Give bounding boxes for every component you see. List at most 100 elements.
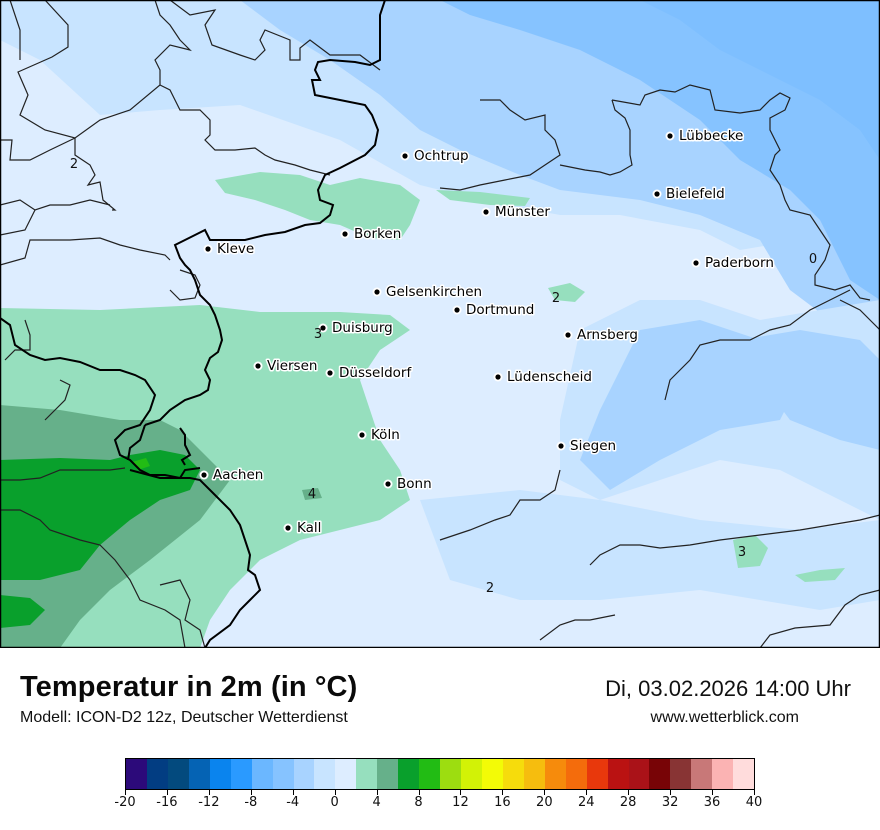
colorbar-tick [166,790,168,795]
city-name: Viersen [267,358,317,374]
city-name: Dortmund [466,302,534,318]
colorbar-tick [754,790,755,795]
city-marker: Arnsberg [563,326,639,345]
city-name: Siegen [570,438,616,454]
contour-value-label: 2 [486,581,494,596]
city-marker: Siegen [556,437,618,456]
model-subtitle: Modell: ICON-D2 12z, Deutscher Wetterdie… [20,709,348,726]
city-name: Aachen [213,467,263,483]
colorbar-segment [167,759,189,789]
city-marker: Bonn [383,475,433,494]
city-marker: Kall [283,519,323,538]
colorbar-segment [586,759,608,789]
colorbar-tick [292,790,294,795]
colorbar-tick [712,790,714,795]
city-name: Lübbecke [679,128,743,144]
colorbar-tick [208,790,210,795]
colorbar-segment [398,759,420,789]
contour-value-label: 3 [738,545,746,560]
city-name: Köln [371,427,400,443]
colorbar-segment [461,759,482,789]
city-marker: Münster [481,203,552,222]
city-marker: Borken [340,225,403,244]
colorbar-segment [314,759,336,789]
city-marker: Duisburg [318,319,394,338]
colorbar-tick-label: 0 [330,795,339,810]
colorbar-tick-label: 12 [452,795,469,810]
colorbar-ticks: -20 -16 -12 -8 -4 0 4 8 12 16 20 24 28 32 36 40 [114,790,762,820]
colorbar-segment [691,759,713,789]
colorbar-tick-label: -4 [286,795,300,810]
contour-value-label: 2 [70,157,78,172]
city-labels: Ochtrup Lübbecke Bielefeld Münster Borken Kle… [199,127,775,538]
colorbar-tick [586,790,588,795]
city-marker: Köln [357,426,401,445]
city-name: Paderborn [705,255,774,271]
city-name: Bonn [397,476,432,492]
colorbar-segment [481,759,503,789]
colorbar-segment [544,759,566,789]
contour-value-label: 4 [308,487,316,502]
colorbar-tick-label: 16 [494,795,511,810]
contour-labels: 2 2 3 0 4 3 2 [70,157,817,596]
city-marker: Dortmund [452,301,536,320]
city-marker: Aachen [199,466,265,485]
forecast-datetime: Di, 03.02.2026 14:00 Uhr [605,676,851,701]
city-name: Gelsenkirchen [386,284,482,300]
city-name: Kall [297,520,321,536]
city-marker: Kleve [203,240,256,259]
city-name: Bielefeld [666,186,725,202]
colorbar-tick-label: -12 [198,795,220,810]
colorbar-tick-label: 4 [372,795,381,810]
contour-value-label: 0 [809,252,817,267]
colorbar-segment [272,759,294,789]
city-marker: Lübbecke [665,127,745,146]
city-name: Lüdenscheid [507,369,592,385]
colorbar-segment [188,759,210,789]
contour-value-label: 3 [314,327,322,342]
colorbar-segment [419,759,441,789]
colorbar-segment [712,759,734,789]
colorbar-tick-label: -16 [156,795,178,810]
city-name: Kleve [217,241,254,257]
city-marker: Bielefeld [652,185,726,204]
temperature-colorbar [125,758,755,790]
colorbar-segment [607,759,629,789]
colorbar-tick-label: -20 [114,795,136,810]
city-name: Münster [495,204,550,220]
colorbar-tick [460,790,462,795]
colorbar-tick-label: 20 [536,795,553,810]
city-marker: Viersen [253,357,319,376]
colorbar-tick [125,790,126,795]
colorbar-segment [440,759,461,789]
colorbar-tick [376,790,378,795]
colorbar-segment [293,759,315,789]
colorbar-segment [126,759,147,789]
colorbar-tick-label: -8 [244,795,258,810]
colorbar-segment [565,759,587,789]
colorbar-segment [628,759,650,789]
colorbar-segment [335,759,357,789]
colorbar-tick-label: 28 [619,795,637,810]
colorbar-tick-label: 40 [745,795,763,810]
city-name: Duisburg [332,320,393,336]
colorbar-segment [733,759,755,789]
city-marker: Düsseldorf [325,364,414,383]
colorbar-tick [544,790,546,795]
colorbar-segment [670,759,692,789]
colorbar-tick [502,790,504,795]
city-name: Arnsberg [577,327,638,343]
city-name: Ochtrup [414,148,469,164]
city-marker: Gelsenkirchen [372,283,484,302]
colorbar-tick-label: 8 [414,795,423,810]
colorbar-tick [250,790,252,795]
colorbar-segment [356,759,378,789]
city-marker: Ochtrup [400,147,470,166]
colorbar-segment [230,759,252,789]
colorbar-segment [523,759,545,789]
contour-value-label: 2 [552,291,560,306]
colorbar-segment [209,759,231,789]
colorbar-tick [628,790,630,795]
city-marker: Lüdenscheid [493,368,593,387]
city-name: Borken [354,226,401,242]
